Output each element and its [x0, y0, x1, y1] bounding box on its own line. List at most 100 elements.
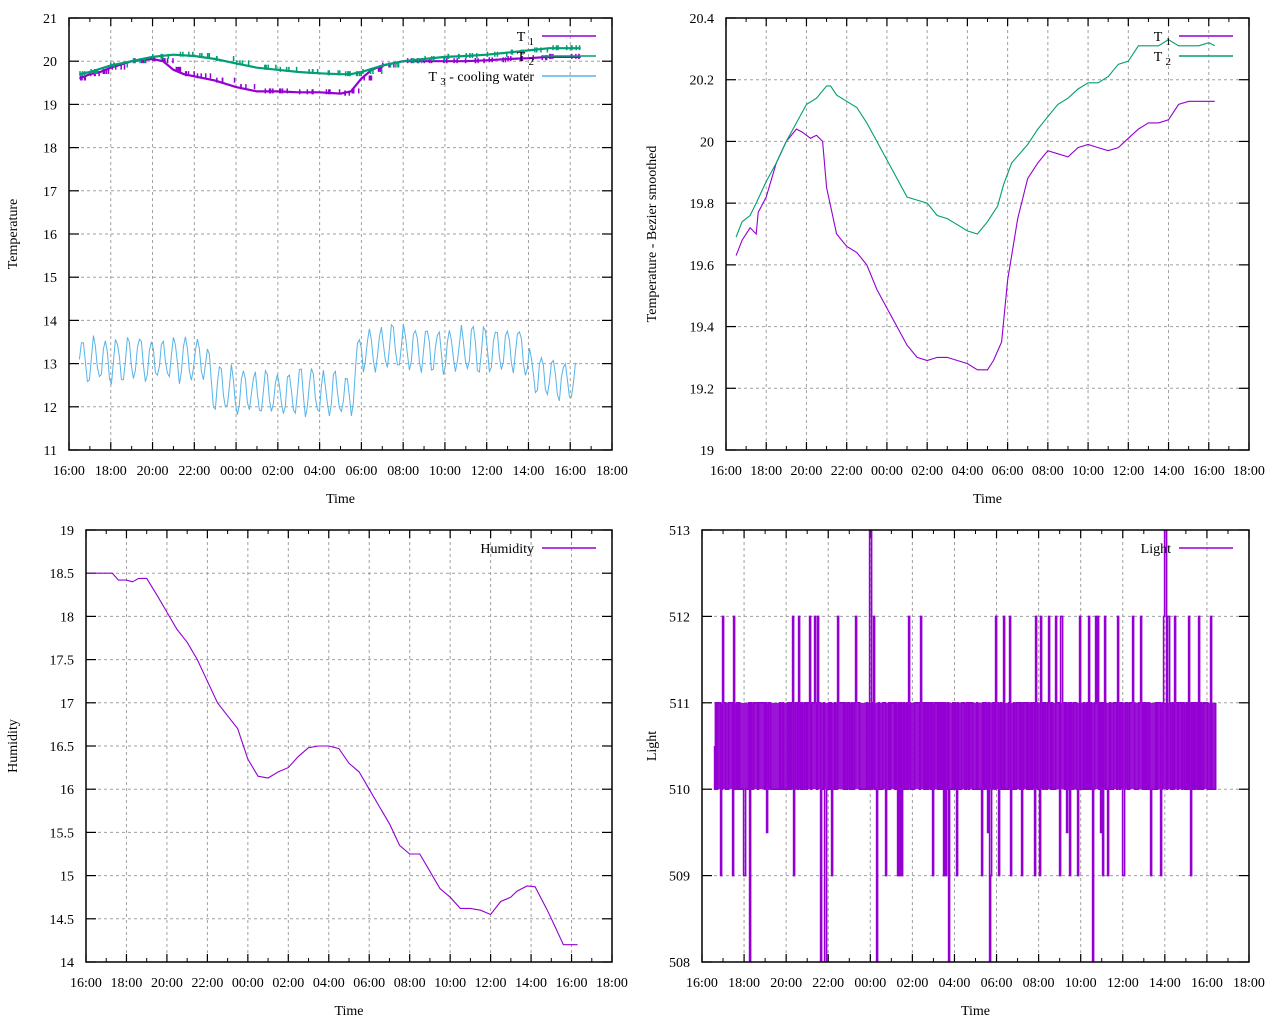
- x-tick-label: 12:00: [471, 464, 503, 479]
- x-tick-label: 10:00: [434, 976, 466, 991]
- series-group: [86, 572, 578, 946]
- x-tick-label: 02:00: [911, 464, 943, 479]
- y-tick-label: 510: [669, 783, 690, 798]
- x-tick-label: 02:00: [896, 976, 928, 991]
- legend-subscript: 2: [529, 56, 535, 68]
- y-tick-label: 19: [43, 98, 57, 113]
- x-tick-label: 18:00: [750, 464, 782, 479]
- y-tick-label: 20.4: [690, 12, 715, 27]
- series-group: [78, 45, 581, 418]
- x-tick-label: 16:00: [53, 464, 85, 479]
- x-tick-label: 08:00: [387, 464, 419, 479]
- y-axis-label: Temperature - Bezier smoothed: [645, 146, 660, 323]
- y-tick-label: 14: [60, 956, 74, 971]
- y-tick-label: 509: [669, 870, 690, 885]
- x-tick-label: 20:00: [137, 464, 169, 479]
- y-tick-label: 19.2: [690, 382, 715, 397]
- series-line-t1: [86, 572, 578, 946]
- y-axis-label: Humidity: [6, 719, 21, 773]
- y-tick-label: 511: [670, 697, 690, 712]
- y-tick-label: 16: [43, 228, 57, 243]
- x-tick-label: 02:00: [272, 976, 304, 991]
- y-tick-label: 19.6: [690, 259, 715, 274]
- y-tick-label: 20: [700, 135, 714, 150]
- chart-temperature-smoothed: 16:00 18:00 20:00 22:00 00:00 02:00 04:00 06:00…: [645, 12, 1265, 507]
- x-tick-label: 10:00: [1065, 976, 1097, 991]
- legend-subscript: 3: [440, 76, 446, 88]
- legend-subscript: 1: [1166, 36, 1172, 48]
- y-tick-label: 16.5: [50, 740, 75, 755]
- x-tick-label: 22:00: [812, 976, 844, 991]
- y-tick-label: 17: [60, 697, 74, 712]
- x-tick-label: 18:00: [596, 976, 628, 991]
- y-tick-label: 20: [43, 55, 57, 70]
- series-group: [713, 530, 1217, 962]
- x-tick-label: 20:00: [791, 464, 823, 479]
- x-tick-label: 08:00: [394, 976, 426, 991]
- x-axis-label: Time: [334, 1004, 363, 1019]
- x-axis-label: Time: [961, 1004, 990, 1019]
- x-tick-label: 20:00: [770, 976, 802, 991]
- y-axis-label: Light: [645, 731, 660, 761]
- x-tick-label: 12:00: [1107, 976, 1139, 991]
- x-tick-label: 18:00: [111, 976, 143, 991]
- x-tick-label: 22:00: [191, 976, 223, 991]
- y-tick-label: 12: [43, 401, 57, 416]
- x-tick-label: 16:00: [1193, 464, 1225, 479]
- x-tick-label: 18:00: [1233, 464, 1265, 479]
- x-tick-label: 18:00: [95, 464, 127, 479]
- x-tick-label: 06:00: [992, 464, 1024, 479]
- x-tick-label: 16:00: [554, 464, 586, 479]
- x-tick-label: 14:00: [1153, 464, 1185, 479]
- x-tick-label: 12:00: [1112, 464, 1144, 479]
- x-tick-label: 10:00: [429, 464, 461, 479]
- x-tick-label: 14:00: [513, 464, 545, 479]
- x-tick-label: 06:00: [353, 976, 385, 991]
- x-tick-label: 10:00: [1072, 464, 1104, 479]
- y-tick-label: 18: [43, 142, 57, 157]
- x-tick-label: 00:00: [854, 976, 886, 991]
- y-tick-label: 15.5: [50, 826, 75, 841]
- y-tick-label: 15: [60, 870, 74, 885]
- x-tick-label: 14:00: [1149, 976, 1181, 991]
- y-tick-label: 508: [669, 956, 690, 971]
- y-tick-label: 13: [43, 358, 57, 373]
- y-tick-label: 17: [43, 185, 57, 200]
- y-tick-label: 14.5: [50, 913, 75, 928]
- y-tick-label: 14: [43, 314, 57, 329]
- y-axis-label: Temperature: [6, 199, 21, 270]
- x-tick-label: 12:00: [475, 976, 507, 991]
- chart-temperature: 16:00 18:00 20:00 22:00 00:00 02:00 04:00 06:00…: [6, 12, 628, 507]
- x-tick-label: 06:00: [345, 464, 377, 479]
- x-tick-label: 16:00: [556, 976, 588, 991]
- legend-label: T 2: [517, 50, 534, 68]
- legend-label: Humidity: [480, 542, 534, 557]
- x-tick-label: 18:00: [1233, 976, 1265, 991]
- plot-frame: [725, 17, 1250, 451]
- chart-light: 16:00 18:00 20:00 22:00 00:00 02:00 04:00 06:00…: [645, 524, 1265, 1019]
- x-axis-label: Time: [973, 492, 1002, 507]
- y-tick-label: 20.2: [690, 74, 715, 89]
- legend-suffix: - cooling water: [446, 70, 535, 85]
- x-tick-label: 20:00: [151, 976, 183, 991]
- series-line-t2: [735, 38, 1216, 238]
- y-tick-label: 512: [669, 610, 690, 625]
- legend-subscript: 2: [1166, 56, 1172, 68]
- series-group: [735, 38, 1216, 371]
- x-tick-label: 04:00: [951, 464, 983, 479]
- x-axis-label: Time: [326, 492, 355, 507]
- plot-frame: [701, 529, 1250, 963]
- plot-frame: [85, 529, 613, 963]
- y-tick-label: 18: [60, 610, 74, 625]
- x-tick-label: 04:00: [939, 976, 971, 991]
- x-tick-label: 08:00: [1023, 976, 1055, 991]
- legend-label: T 1: [517, 30, 534, 48]
- x-tick-label: 00:00: [871, 464, 903, 479]
- x-tick-label: 22:00: [831, 464, 863, 479]
- y-tick-label: 16: [60, 783, 74, 798]
- series-band-light: [714, 702, 1217, 790]
- y-tick-label: 17.5: [50, 654, 75, 669]
- legend-label: Light: [1141, 542, 1171, 557]
- x-tick-label: 22:00: [178, 464, 210, 479]
- y-tick-label: 21: [43, 12, 57, 27]
